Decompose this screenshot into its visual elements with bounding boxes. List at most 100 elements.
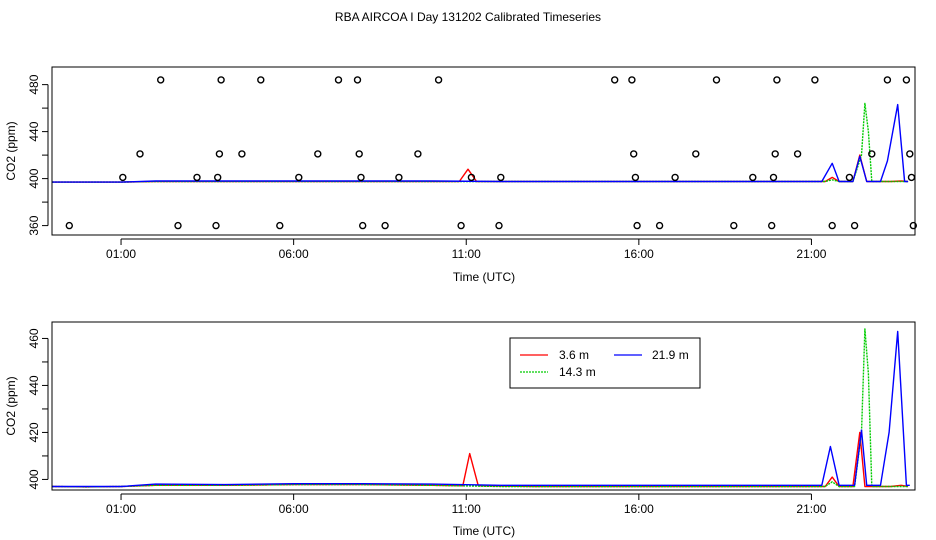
bottom-plot-area (51, 328, 910, 488)
bottom-plot-frame (51, 321, 916, 491)
legend-label-21-9m: 21.9 m (652, 348, 689, 362)
bottom-panel: 01:00 06:00 11:00 16:00 21:00 400 420 440 460 T… (4, 321, 916, 538)
marker-point (381, 221, 389, 230)
marker-point (773, 76, 781, 84)
bottom-y-axis: 400 420 440 460 (27, 328, 49, 489)
marker-point (749, 173, 757, 182)
top-x-axis: 01:00 06:00 11:00 16:00 21:00 (106, 238, 827, 261)
marker-point (295, 173, 303, 182)
marker-point (769, 173, 778, 182)
marker-point (359, 221, 367, 230)
x-tick-label: 16:00 (624, 247, 654, 261)
y-tick-label: 440 (27, 375, 41, 395)
x-tick-label: 11:00 (452, 247, 481, 261)
series-line-s2 (51, 328, 909, 488)
marker-point (868, 150, 876, 158)
marker-point (353, 76, 362, 84)
marker-point (257, 76, 265, 84)
y-tick-label: 420 (27, 422, 41, 442)
marker-point (633, 221, 641, 230)
x-tick-label: 21:00 (796, 247, 826, 261)
marker-point (730, 221, 738, 230)
marker-point (902, 76, 911, 84)
marker-point (276, 221, 284, 230)
x-tick-label: 16:00 (624, 502, 654, 516)
series-line-s2 (52, 102, 909, 183)
marker-point (495, 221, 503, 230)
marker-point (334, 76, 343, 84)
series-line-s3 (52, 330, 910, 488)
series-line-s3 (52, 103, 909, 183)
marker-point (883, 76, 892, 84)
x-tick-label: 01:00 (106, 247, 136, 261)
y-tick-label: 460 (27, 328, 41, 348)
bottom-series-layer (51, 328, 910, 488)
top-series-layer (52, 102, 909, 183)
y-tick-label: 440 (27, 121, 41, 141)
marker-point (692, 150, 700, 158)
marker-point (630, 150, 638, 158)
marker-point (238, 150, 246, 158)
marker-point (845, 173, 854, 182)
marker-point (793, 150, 802, 158)
top-x-axis-label: Time (UTC) (453, 270, 515, 284)
y-tick-label: 360 (27, 215, 41, 235)
marker-point (174, 221, 182, 230)
bottom-x-axis: 01:00 06:00 11:00 16:00 21:00 (106, 493, 827, 516)
marker-point (768, 221, 776, 230)
marker-point (907, 173, 916, 182)
legend-box (509, 337, 701, 389)
marker-point (611, 76, 619, 84)
marker-point (712, 76, 721, 84)
series-line-s1 (51, 431, 909, 488)
bottom-x-axis-label: Time (UTC) (453, 524, 515, 538)
y-tick-label: 400 (27, 469, 41, 489)
x-tick-label: 21:00 (796, 502, 826, 516)
top-panel: 01:00 06:00 11:00 16:00 21:00 360 400 440 480 T… (4, 66, 917, 284)
marker-point (212, 221, 220, 230)
chart-title: RBA AIRCOA I Day 131202 Calibrated Times… (335, 10, 601, 24)
x-tick-label: 11:00 (452, 502, 481, 516)
marker-point (314, 150, 322, 158)
marker-point (119, 173, 127, 182)
marker-point (357, 173, 365, 182)
marker-point (457, 221, 465, 230)
y-tick-label: 400 (27, 168, 41, 188)
marker-point (655, 221, 664, 230)
marker-point (631, 173, 640, 182)
marker-point (628, 76, 636, 84)
legend: 3.6 m 21.9 m 14.3 m (509, 337, 701, 389)
top-y-axis: 360 400 440 480 (27, 74, 49, 236)
marker-point (671, 173, 679, 182)
series-line-s1 (52, 154, 909, 183)
marker-point (414, 150, 422, 158)
legend-label-14-3m: 14.3 m (559, 365, 596, 379)
legend-label-3-6m: 3.6 m (559, 348, 589, 362)
marker-point (193, 173, 201, 182)
marker-point (217, 76, 225, 84)
top-plot-frame (51, 66, 916, 236)
marker-point (909, 221, 917, 230)
marker-point (467, 173, 476, 182)
marker-point (136, 150, 144, 158)
marker-point (213, 173, 222, 182)
marker-point (497, 173, 505, 182)
top-marker-layer (65, 76, 917, 230)
marker-point (906, 150, 914, 158)
bottom-y-axis-label: CO2 (ppm) (4, 376, 18, 435)
x-tick-label: 06:00 (279, 247, 309, 261)
top-y-axis-label: CO2 (ppm) (4, 121, 18, 180)
marker-point (811, 76, 819, 84)
marker-point (215, 150, 224, 158)
marker-point (828, 221, 836, 230)
marker-point (434, 76, 443, 84)
top-plot-area (52, 76, 917, 230)
marker-point (156, 76, 165, 84)
y-tick-label: 480 (27, 74, 41, 94)
marker-point (771, 150, 779, 158)
x-tick-label: 06:00 (279, 502, 309, 516)
marker-point (355, 150, 363, 158)
x-tick-label: 01:00 (106, 502, 136, 516)
marker-point (65, 221, 74, 230)
